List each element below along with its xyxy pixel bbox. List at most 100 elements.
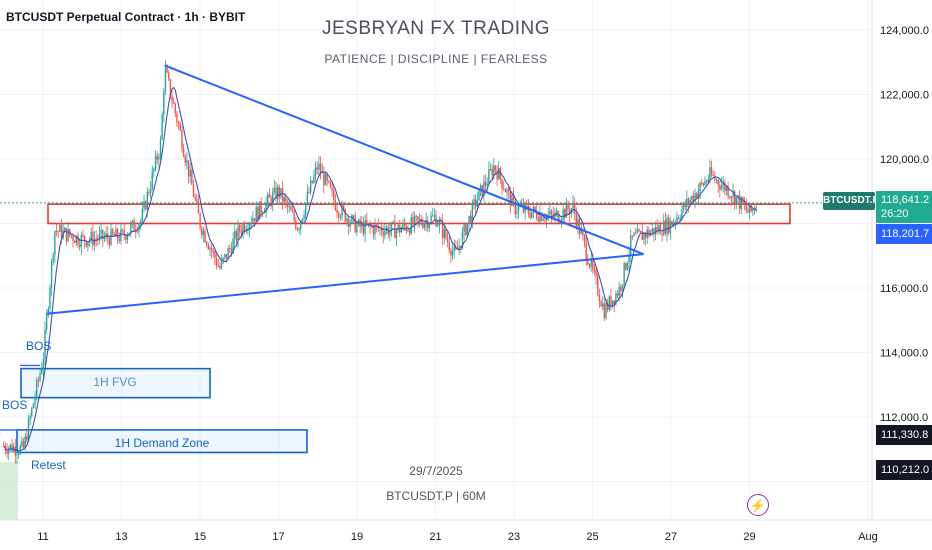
candle (149, 188, 152, 194)
candle (242, 224, 244, 234)
candle (753, 209, 756, 211)
candle (661, 234, 663, 236)
candle (364, 220, 366, 234)
candle (615, 293, 617, 304)
candle (27, 419, 30, 441)
candle (229, 248, 231, 250)
candle (686, 198, 688, 208)
candle (689, 200, 691, 205)
candle (252, 218, 254, 223)
time-tick-label: 15 (194, 531, 206, 543)
candle (743, 203, 746, 205)
candle (710, 167, 713, 175)
candle (534, 206, 536, 212)
candle (351, 215, 353, 223)
retest-label: Retest (31, 458, 66, 472)
candle (659, 225, 662, 235)
candle (42, 358, 45, 370)
candle (489, 169, 492, 171)
candle (432, 215, 434, 217)
candle (727, 186, 729, 197)
candle (380, 227, 383, 233)
candle (37, 380, 40, 382)
candle (395, 230, 398, 238)
candle (159, 139, 162, 157)
candle (394, 221, 396, 238)
candle (45, 314, 48, 330)
candle (433, 215, 436, 217)
candle (21, 440, 23, 446)
candle (298, 229, 300, 231)
lower-trendline[interactable] (46, 253, 644, 315)
candle (161, 114, 163, 140)
candle (197, 201, 200, 214)
candle (260, 201, 262, 213)
candle (158, 156, 160, 160)
candle (540, 213, 543, 221)
candle (31, 407, 33, 417)
candle (202, 230, 205, 235)
price-tick-label: 122,000.0 (880, 90, 929, 102)
candle (267, 194, 269, 203)
candle (420, 219, 422, 225)
candle (390, 222, 393, 230)
candle (575, 213, 577, 227)
candle (697, 191, 700, 198)
candle (141, 208, 144, 221)
candle (674, 222, 676, 224)
candle (694, 193, 696, 202)
candle (72, 236, 74, 241)
time-tick-label: 29 (743, 531, 755, 543)
time-axis[interactable]: 11 13 15 17 19 21 23 25 27 29 Aug (37, 531, 878, 543)
candle (136, 230, 139, 232)
candle (92, 232, 94, 246)
candle (189, 170, 191, 177)
candle (437, 225, 439, 227)
candle (174, 103, 177, 114)
candle (656, 226, 658, 232)
candle (283, 197, 285, 202)
candle (333, 190, 335, 201)
price-tick-label: 112,000.0 (880, 412, 928, 424)
candle (14, 446, 16, 456)
candle (210, 247, 213, 251)
candle (276, 187, 279, 200)
price-tick-label: 116,000.0 (880, 283, 928, 295)
candle (144, 201, 147, 210)
candle (587, 259, 589, 265)
candle (255, 207, 257, 222)
candle (347, 218, 350, 227)
candle (712, 174, 714, 176)
candle (313, 175, 315, 183)
candle (232, 238, 234, 254)
time-tick-label: 23 (508, 531, 520, 543)
candle (39, 373, 41, 381)
lightning-icon[interactable]: ⚡ (747, 494, 769, 516)
upper-trendline[interactable] (164, 64, 644, 256)
candle (371, 226, 373, 228)
symbol-title[interactable]: BTCUSDT Perpetual Contract · 1h · BYBIT (6, 10, 246, 24)
candle (750, 205, 752, 211)
candle (483, 181, 485, 196)
candle (77, 235, 79, 245)
candle (352, 215, 355, 217)
candle (506, 189, 508, 193)
candle (496, 170, 498, 180)
candle (669, 221, 672, 233)
candle (85, 241, 87, 247)
candle (529, 213, 531, 218)
candle (531, 212, 533, 218)
last-price-value: 118,641.2 (881, 194, 930, 206)
candle (148, 192, 150, 194)
candle (677, 217, 680, 219)
candle (308, 192, 310, 194)
candle (653, 228, 655, 235)
candle (679, 218, 681, 220)
candle (595, 271, 597, 277)
candle (473, 199, 475, 203)
candle (422, 224, 424, 228)
candle (696, 193, 698, 198)
candle (509, 190, 511, 207)
price-axis[interactable]: 124,000.0 122,000.0 120,000.0 116,000.0 114,… (880, 25, 929, 424)
